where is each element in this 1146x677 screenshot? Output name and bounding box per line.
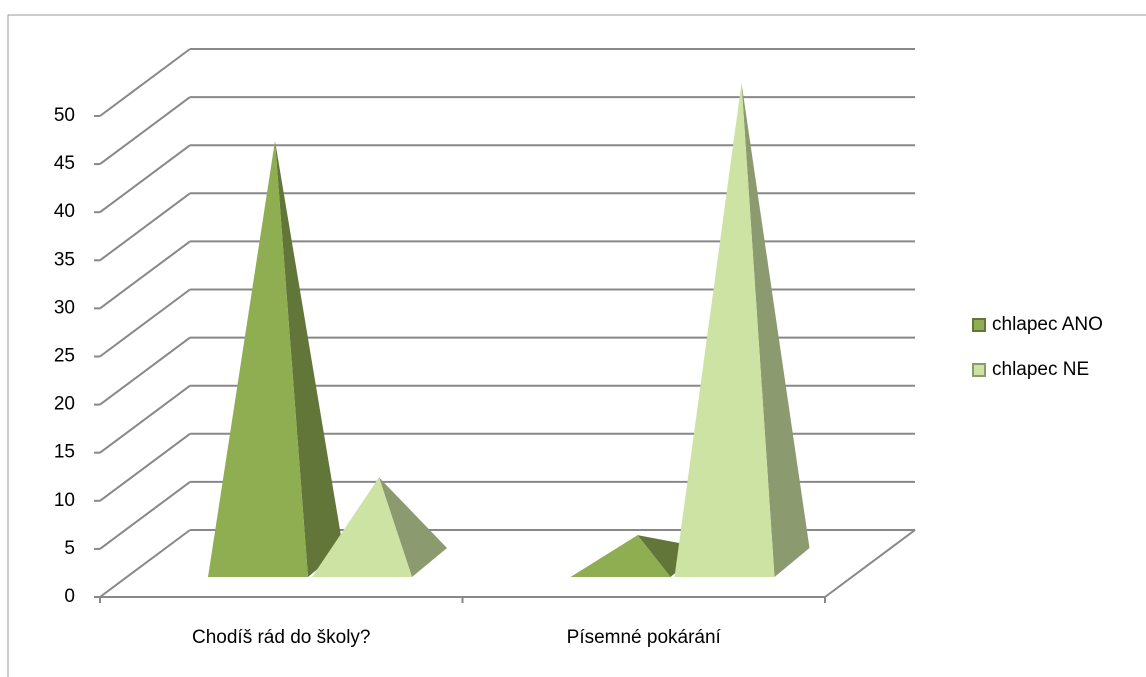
x-tick-label: Chodíš rád do školy? xyxy=(192,627,371,648)
grid-line xyxy=(99,432,191,502)
legend-swatch xyxy=(972,318,986,332)
floor-right xyxy=(824,529,916,598)
grid-line xyxy=(99,384,191,454)
pyramid-front xyxy=(674,83,775,577)
y-tick-label: 10 xyxy=(54,490,75,511)
grid-line xyxy=(99,288,191,358)
y-tick-label: 25 xyxy=(54,346,75,367)
x-tick-label: Písemné pokárání xyxy=(567,627,722,648)
pyramid xyxy=(674,83,810,577)
grid-line xyxy=(99,96,191,165)
pyramid-front xyxy=(570,535,671,577)
y-tick-label: 0 xyxy=(64,586,75,607)
y-tick-label: 35 xyxy=(54,249,75,270)
grid-line xyxy=(99,144,191,214)
pyramid xyxy=(312,477,447,577)
pyramid-side xyxy=(741,83,810,577)
y-tick-label: 45 xyxy=(54,153,75,174)
pyramid-front xyxy=(312,477,412,577)
y-tick-label: 15 xyxy=(54,442,75,463)
y-tick-label: 50 xyxy=(54,105,75,126)
grid-line xyxy=(99,529,191,598)
pyramid-side xyxy=(275,140,343,577)
y-tick-label: 5 xyxy=(64,538,75,559)
legend-label: chlapec NE xyxy=(992,359,1089,380)
chart-frame xyxy=(7,14,1146,677)
y-tick-label: 20 xyxy=(54,394,75,415)
grid-line xyxy=(99,336,191,406)
legend-swatch xyxy=(972,363,986,377)
pyramid-side xyxy=(379,477,447,577)
grid-line xyxy=(99,192,191,262)
y-tick-label: 30 xyxy=(54,297,75,318)
y-tick-label: 40 xyxy=(54,201,75,222)
grid-line xyxy=(99,48,191,117)
pyramid-front xyxy=(208,140,308,577)
legend-label: chlapec ANO xyxy=(992,314,1103,335)
grid-line xyxy=(99,240,191,310)
pyramid xyxy=(208,140,343,577)
grid-line xyxy=(99,481,191,550)
